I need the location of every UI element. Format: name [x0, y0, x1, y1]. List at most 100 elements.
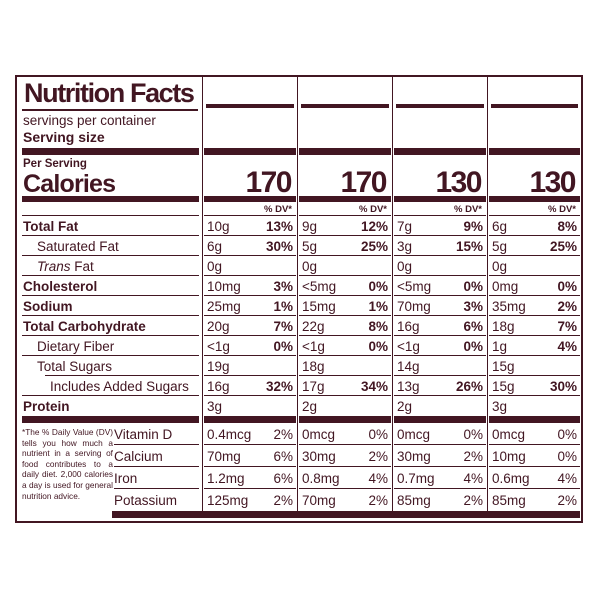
column-top-area [203, 77, 297, 111]
bottom-bar-col [487, 511, 581, 518]
nutrient-value-cell: 7g 9% [392, 216, 487, 236]
thick-divider-bar [204, 148, 296, 155]
nutrient-value-cell: <1g 0% [297, 336, 392, 356]
section-divider-bar [204, 416, 296, 423]
nutrient-value-cell: 14g [392, 356, 487, 376]
column-spacer [298, 111, 392, 148]
dv-header: % DV* [487, 202, 581, 216]
per-serving-label: Per Serving [23, 158, 87, 170]
product-column-header-1: 170 [202, 77, 297, 202]
nutrient-name: Trans Fat [37, 258, 94, 274]
calories-value: 130 [435, 166, 482, 199]
thick-divider-bar [489, 196, 580, 202]
thick-divider-bar [22, 148, 199, 155]
vitamin-name: Vitamin D [114, 426, 173, 442]
dv-header: % DV* [392, 202, 487, 216]
thick-divider-bar [299, 196, 391, 202]
nutrient-value-cell: 70mg 3% [392, 296, 487, 316]
nutrient-value-cell: 5g 25% [297, 236, 392, 256]
nutrient-value-cell: <5mg 0% [297, 276, 392, 296]
nutrient-value-cell: 3g [487, 396, 581, 416]
nutrient-name: Dietary Fiber [37, 338, 115, 354]
calories-value: 130 [529, 166, 576, 199]
nutrient-value-cell: 3g [202, 396, 297, 416]
section-divider-bar-col [392, 416, 487, 423]
section-divider-bar [394, 416, 486, 423]
nutrient-value-cell: 9g 12% [297, 216, 392, 236]
thick-divider-bar [489, 148, 580, 155]
section-divider-bar-left [17, 416, 202, 423]
nutrient-value-cell: 16g 6% [392, 316, 487, 336]
product-column-header-4: 130 [487, 77, 581, 202]
nutrient-value-cell: 17g 34% [297, 376, 392, 396]
column-top-bar [396, 104, 484, 108]
nutrient-value-cell: 18g 7% [487, 316, 581, 336]
nutrient-name: Protein [23, 398, 70, 414]
vitamin-value-cell: 1.2mg 6% [202, 467, 297, 489]
nutrient-name: Saturated Fat [37, 238, 119, 254]
dv-header-left-spacer [17, 202, 202, 216]
thick-divider-bar [394, 196, 486, 202]
vitamin-row-label: Calcium [17, 445, 202, 467]
product-column-header-2: 170 [297, 77, 392, 202]
nutrient-value-cell: 22g 8% [297, 316, 392, 336]
bottom-bar [112, 511, 202, 518]
vitamin-value-cell: 70mg 6% [202, 445, 297, 467]
vitamin-value-cell: 10mg 0% [487, 445, 581, 467]
vitamin-value-cell: 0.8mg 4% [297, 467, 392, 489]
nutrient-row-label: Dietary Fiber [17, 336, 202, 356]
thick-divider-bar [299, 148, 391, 155]
nutrient-name: Total Carbohydrate [23, 318, 146, 334]
section-divider-bar [489, 416, 580, 423]
nutrient-row-label: Includes Added Sugars [17, 376, 202, 396]
column-spacer [203, 111, 297, 148]
section-divider-bar-col [487, 416, 581, 423]
nutrient-row-label: Sodium [17, 296, 202, 316]
nutrient-value-cell: 20g 7% [202, 316, 297, 336]
nutrient-row-label: Trans Fat [17, 256, 202, 276]
vitamin-value-cell: 30mg 2% [297, 445, 392, 467]
bottom-bar [203, 511, 297, 518]
thick-divider-bar [204, 196, 296, 202]
nutrient-row-label: Total Sugars [17, 356, 202, 376]
vitamin-row-label: Vitamin D [17, 423, 202, 445]
nutrient-value-cell: 10mg 3% [202, 276, 297, 296]
vitamin-value-cell: 0mcg 0% [487, 423, 581, 445]
nutrient-row-label: Saturated Fat [17, 236, 202, 256]
nutrient-value-cell: <5mg 0% [392, 276, 487, 296]
vitamin-value-cell: 0mcg 0% [392, 423, 487, 445]
dv-header: % DV* [297, 202, 392, 216]
dv-header: % DV* [202, 202, 297, 216]
vitamin-value-cell: 125mg 2% [202, 489, 297, 511]
nutrient-value-cell: <1g 0% [202, 336, 297, 356]
nutrient-value-cell: 35mg 2% [487, 296, 581, 316]
vitamin-row-label: Potassium [17, 489, 202, 511]
nutrient-name: Sodium [23, 298, 73, 314]
servings-per-container-text: servings per container [23, 113, 156, 128]
calories-value: 170 [340, 166, 387, 199]
column-top-bar [491, 104, 578, 108]
nutrient-name: Cholesterol [23, 278, 98, 294]
vitamin-name: Calcium [114, 448, 163, 464]
nutrient-row-label: Protein [17, 396, 202, 416]
vitamin-value-cell: 85mg 2% [487, 489, 581, 511]
calories-label: Calories [23, 170, 116, 198]
nutrient-row-label: Total Fat [17, 216, 202, 236]
vitamin-value-cell: 0.4mcg 2% [202, 423, 297, 445]
nutrient-value-cell: 0g [487, 256, 581, 276]
serving-size-label: Serving size [23, 129, 105, 145]
nutrient-value-cell: 25mg 1% [202, 296, 297, 316]
column-top-area [488, 77, 581, 111]
nutrient-value-cell: 18g [297, 356, 392, 376]
nutrient-value-cell: <1g 0% [392, 336, 487, 356]
column-top-area [298, 77, 392, 111]
column-top-bar [206, 104, 294, 108]
nutrient-value-cell: 15g [487, 356, 581, 376]
nutrient-value-cell: 16g 32% [202, 376, 297, 396]
nutrient-value-cell: 0g [392, 256, 487, 276]
bottom-bar-col [297, 511, 392, 518]
column-top-area [393, 77, 487, 111]
nutrient-name: Total Fat [23, 218, 79, 234]
bottom-bar-col [392, 511, 487, 518]
thick-divider-bar [394, 148, 486, 155]
